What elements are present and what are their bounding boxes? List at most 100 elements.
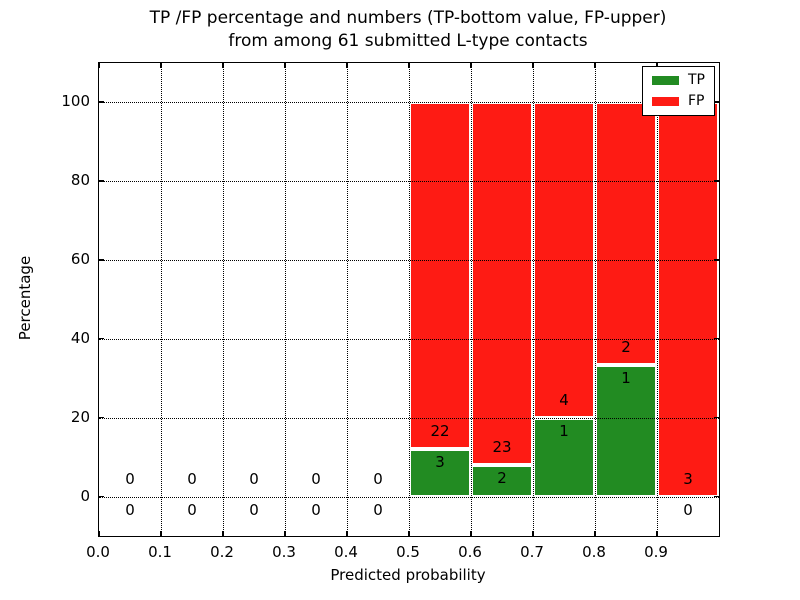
y-axis-tick-right [714,101,719,103]
legend-swatch-fp [652,97,679,106]
bar-segment-tp [471,465,533,497]
legend-label-tp: TP [688,72,705,88]
bar-count-label-tp: 0 [249,500,259,519]
y-axis-tick-right [714,337,719,340]
legend-item-tp: TP [652,73,705,88]
x-tick-label: 0.1 [148,543,172,561]
bar-count-label-fp: 0 [311,469,321,488]
y-axis-label: Percentage [16,255,34,341]
x-axis-tick-top [408,63,410,68]
bar-segment-fp [533,102,595,418]
bar-segment-fp [657,102,719,497]
y-axis-tick-right [714,416,719,419]
x-axis-tick-top [656,63,658,68]
bar-count-label-tp: 0 [683,500,693,519]
x-axis-tick [98,531,100,536]
x-tick-label: 0.6 [458,543,482,561]
gridline-vertical [595,63,596,536]
x-tick-label: 0.9 [644,543,668,561]
gridline-vertical [347,63,348,536]
legend-swatch-tp [652,76,679,85]
bar-count-label-tp: 0 [311,500,321,519]
gridline-horizontal [99,496,719,498]
x-tick-label: 0.8 [582,543,606,561]
y-axis-tick [99,101,104,103]
x-axis-tick-top [532,63,534,68]
x-axis-tick-top [470,63,472,68]
bar-segment-tp [595,365,657,497]
x-axis-tick-top [284,63,286,68]
gridline-horizontal [99,260,719,262]
bar-count-label-fp: 0 [373,469,383,488]
bar-segment-fp [409,102,471,450]
y-axis-tick [99,259,104,261]
x-axis-label: Predicted probability [330,566,486,584]
bar-count-label-tp: 3 [435,453,445,472]
x-axis-tick [656,531,658,536]
x-tick-label: 0.2 [210,543,234,561]
y-tick-label: 60 [70,250,90,269]
x-axis-tick-top [222,63,224,68]
legend-label-fp: FP [688,93,705,109]
gridline-vertical [161,63,162,536]
gridline-vertical [533,63,534,536]
chart-title-line-2: from among 61 submitted L-type contacts [228,31,588,51]
x-axis-tick [222,531,224,536]
bar-count-label-fp: 2 [621,338,631,357]
y-axis-tick [99,180,104,182]
x-axis-tick [594,531,596,536]
x-tick-label: 0.0 [86,543,110,561]
gridline-vertical [285,63,286,536]
chart-title: TP /FP percentage and numbers (TP-bottom… [98,7,718,53]
plot-area: TP FP 0 0 0 0 0 0 0 0 0 0 22 3 23 2 4 1 2 1 3 0 [98,62,720,537]
bar-count-label-fp: 0 [187,469,197,488]
bar-count-label-fp: 4 [559,390,569,409]
x-tick-label: 0.7 [520,543,544,561]
gridline-horizontal [99,102,719,104]
x-tick-label: 0.5 [396,543,420,561]
bar-segment-tp [409,449,471,497]
gridline-horizontal [99,181,719,183]
bar-count-label-tp: 0 [373,500,383,519]
bar-segment-fp [595,102,657,366]
bar-count-label-tp: 2 [497,469,507,488]
bar-count-label-fp: 23 [492,438,512,457]
bar-count-label-tp: 0 [187,500,197,519]
y-axis-tick [99,337,104,340]
bar-count-label-fp: 0 [125,469,135,488]
bar-segment-tp [533,417,595,497]
gridline-vertical [471,63,472,536]
bar-count-label-tp: 1 [559,421,569,440]
gridline-vertical [657,63,658,536]
bar-count-label-tp: 0 [125,500,135,519]
y-axis-tick-right [714,495,719,498]
x-axis-tick [160,531,162,536]
gridline-horizontal [99,338,719,340]
chart-title-line-1: TP /FP percentage and numbers (TP-bottom… [149,8,667,28]
x-tick-label: 0.3 [272,543,296,561]
y-axis-tick-right [714,259,719,261]
y-tick-label: 0 [80,486,90,505]
y-tick-label: 20 [70,407,90,426]
gridline-horizontal [99,417,719,419]
x-axis-tick-top [594,63,596,68]
x-axis-tick [284,531,286,536]
x-axis-tick-top [346,63,348,68]
bar-segment-fp [471,102,533,466]
y-axis-tick [99,495,104,498]
legend: TP FP [642,66,715,116]
gridline-vertical [409,63,410,536]
x-tick-label: 0.4 [334,543,358,561]
y-axis-tick-right [714,180,719,182]
y-tick-label: 80 [70,171,90,190]
bar-count-label-fp: 22 [430,422,450,441]
x-axis-tick [408,531,410,536]
bar-count-label-tp: 1 [621,369,631,388]
bar-count-label-fp: 0 [249,469,259,488]
gridline-vertical [223,63,224,536]
y-axis-tick [99,416,104,419]
bar-count-label-fp: 3 [683,469,693,488]
legend-item-fp: FP [652,94,705,109]
x-axis-tick [532,531,534,536]
